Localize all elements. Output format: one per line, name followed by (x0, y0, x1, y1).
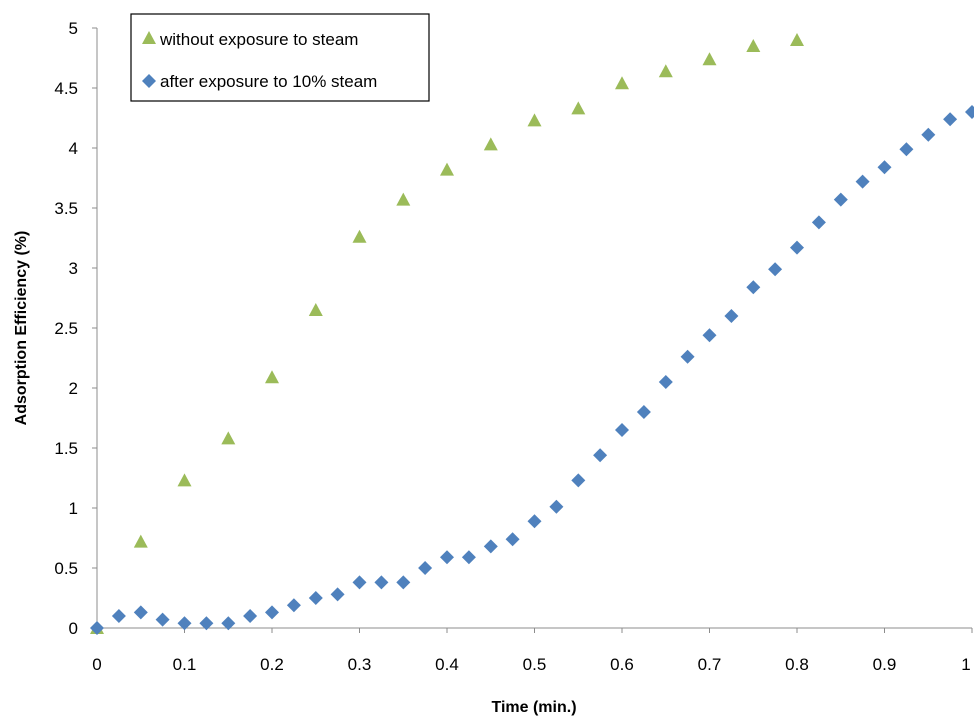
y-tick-label: 0 (69, 619, 78, 638)
diamond-point (943, 112, 958, 127)
triangle-point (221, 431, 236, 445)
diamond-point (505, 532, 520, 547)
y-tick-label: 2 (69, 379, 78, 398)
diamond-point (90, 621, 104, 635)
x-axis-title: Time (min.) (491, 699, 576, 716)
y-axis-ticks: 0 0.5 1 1.5 2 2.5 3 3.5 4 4.5 5 (54, 19, 97, 638)
x-tick-label: 1 (961, 655, 970, 674)
x-tick-label: 0.3 (348, 655, 372, 674)
diamond-point (177, 616, 192, 631)
diamond-point (899, 142, 914, 157)
diamond-point (221, 616, 236, 631)
x-tick-label: 0.7 (698, 655, 722, 674)
diamond-point (199, 616, 214, 631)
x-tick-label: 0.1 (173, 655, 197, 674)
diamond-point (658, 375, 673, 389)
diamond-point (155, 612, 170, 627)
diamond-point (461, 550, 476, 565)
y-tick-label: 4 (69, 139, 78, 158)
diamond-point (352, 575, 367, 590)
y-tick-label: 0.5 (54, 559, 78, 578)
diamond-point (833, 192, 848, 207)
diamond-point (746, 280, 761, 295)
y-tick-label: 2.5 (54, 319, 78, 338)
diamond-point (133, 605, 148, 620)
diamond-point (265, 605, 279, 620)
triangle-point (615, 76, 629, 90)
triangle-point (133, 534, 148, 548)
triangle-point (658, 64, 673, 78)
diamond-point (790, 240, 804, 255)
diamond-point (593, 448, 608, 463)
legend-diamond-icon (142, 74, 156, 88)
diamond-point (615, 423, 629, 437)
triangle-point (702, 52, 717, 66)
diamond-point (527, 514, 542, 529)
x-tick-label: 0.4 (435, 655, 459, 674)
diamond-point (724, 309, 739, 323)
triangle-point (308, 303, 323, 316)
x-tick-label: 0.5 (523, 655, 547, 674)
diamond-point (680, 349, 695, 364)
y-axis-title: Adsorption Efficiency (%) (13, 231, 30, 426)
triangle-point (177, 473, 192, 487)
legend-triangle-icon (142, 31, 156, 44)
x-axis-ticks: 0 0.1 0.2 0.3 0.4 0.5 0.6 0.7 0.8 0.9 1 (92, 628, 973, 674)
triangle-point (790, 33, 804, 46)
y-tick-label: 1.5 (54, 439, 78, 458)
triangle-point (440, 162, 454, 176)
diamond-point (702, 328, 717, 343)
x-tick-label: 0.6 (610, 655, 634, 674)
triangle-point (483, 137, 498, 151)
diamond-point (418, 561, 433, 575)
diamond-point (768, 262, 783, 277)
diamond-point (636, 405, 651, 419)
y-tick-label: 3.5 (54, 199, 78, 218)
diamond-point (440, 550, 454, 565)
y-tick-label: 4.5 (54, 79, 78, 98)
diamond-point (965, 105, 974, 119)
y-tick-label: 1 (69, 499, 78, 518)
diamond-point (396, 575, 411, 590)
x-tick-label: 0.2 (260, 655, 284, 674)
diamond-point (243, 609, 258, 623)
series-1 (90, 105, 974, 635)
diamond-point (571, 473, 586, 488)
diamond-point (921, 127, 936, 142)
diamond-point (374, 575, 389, 590)
y-tick-label: 5 (69, 19, 78, 38)
y-tick-label: 3 (69, 259, 78, 278)
diamond-point (811, 215, 826, 230)
series-layer (90, 33, 974, 635)
diamond-point (483, 539, 498, 554)
triangle-point (527, 113, 542, 127)
legend-label-after-steam: after exposure to 10% steam (160, 72, 377, 91)
legend-label-without-steam: without exposure to steam (159, 30, 358, 49)
diamond-point (330, 587, 345, 602)
legend: without exposure to steam after exposure… (130, 13, 430, 102)
triangle-point (265, 370, 279, 384)
diamond-point (111, 609, 126, 623)
triangle-point (396, 192, 411, 206)
triangle-point (352, 229, 367, 243)
triangle-point (571, 101, 586, 115)
triangle-point (746, 39, 761, 52)
diamond-point (286, 598, 301, 613)
diamond-point (308, 591, 323, 605)
x-tick-label: 0.8 (785, 655, 809, 674)
x-tick-label: 0 (92, 655, 101, 674)
series-0 (90, 33, 804, 634)
diamond-point (877, 160, 892, 175)
legend-box (130, 13, 430, 102)
x-tick-label: 0.9 (873, 655, 897, 674)
diamond-point (549, 499, 564, 514)
diamond-point (855, 174, 870, 189)
